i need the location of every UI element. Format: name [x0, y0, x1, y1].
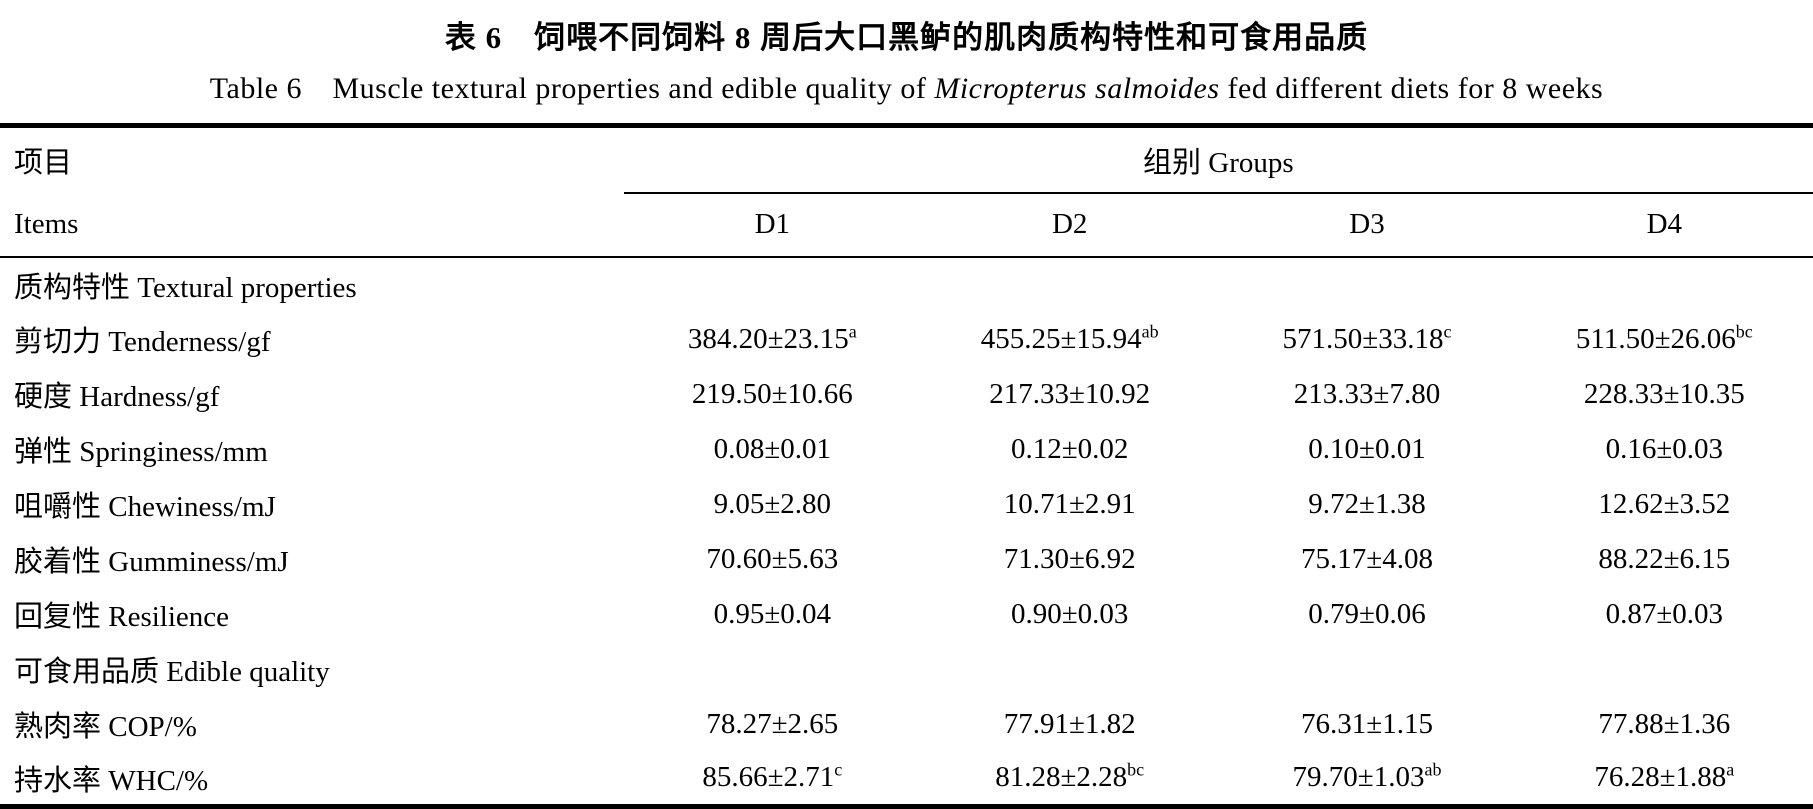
significance-superscript: ab — [1141, 320, 1159, 341]
significance-superscript: ab — [1424, 759, 1442, 780]
empty-cell — [624, 257, 1813, 312]
value-cell: 79.70±1.03ab — [1292, 759, 1442, 794]
significance-superscript: a — [848, 320, 857, 341]
table-row: 弹性 Springiness/mm 0.08±0.01 0.12±0.02 0.10±… — [0, 422, 1813, 477]
row-label: 弹性 Springiness/mm — [14, 436, 268, 468]
value-cell: 75.17±4.08 — [1301, 542, 1433, 575]
value-cell: 71.30±6.92 — [1003, 542, 1136, 575]
value-cell: 9.72±1.38 — [1308, 487, 1426, 520]
value-cell: 81.28±2.28bc — [995, 759, 1145, 794]
section-label: 可食用品质 Edible quality — [14, 656, 330, 688]
value-cell: 219.50±10.66 — [691, 377, 853, 410]
column-header-d3: D3 — [1218, 192, 1516, 258]
row-label: 剪切力 Tenderness/gf — [14, 326, 271, 358]
value-cell: 77.91±1.82 — [1003, 707, 1136, 740]
table-title-en-suffix: fed different diets for 8 weeks — [1219, 72, 1604, 105]
table-row: 熟肉率 COP/% 78.27±2.65 77.91±1.82 76.31±1.15 7… — [0, 697, 1813, 752]
value-cell: 10.71±2.91 — [1003, 487, 1136, 520]
row-label: 持水率 WHC/% — [14, 764, 209, 797]
table-title-en-prefix: Table 6 Muscle textural properties and e… — [209, 72, 935, 105]
row-label: 回复性 Resilience — [14, 601, 230, 633]
items-header-en: Items — [0, 192, 624, 258]
value-cell: 76.31±1.15 — [1301, 707, 1433, 740]
significance-superscript: c — [834, 759, 843, 780]
table-row: 胶着性 Gumminess/mJ 70.60±5.63 71.30±6.92 75.1… — [0, 532, 1813, 587]
table-title-en: Table 6 Muscle textural properties and e… — [0, 72, 1813, 106]
value-cell: 0.08±0.01 — [713, 432, 832, 465]
significance-superscript: c — [1443, 320, 1452, 341]
value-cell: 0.12±0.02 — [1010, 432, 1129, 465]
value-cell: 0.79±0.06 — [1308, 597, 1426, 630]
value-cell: 571.50±33.18c — [1282, 320, 1452, 355]
value-cell: 384.20±23.15a — [687, 320, 857, 355]
significance-superscript: a — [1726, 759, 1735, 780]
column-header-d4: D4 — [1515, 192, 1813, 258]
value-cell: 78.27±2.65 — [706, 707, 839, 740]
table-row: 回复性 Resilience 0.95±0.04 0.90±0.03 0.79±0.0… — [0, 587, 1813, 642]
items-header-zh: 项目 — [14, 147, 73, 180]
value-cell: 70.60±5.63 — [706, 542, 839, 575]
row-label: 胶着性 Gumminess/mJ — [14, 546, 289, 578]
value-cell: 0.10±0.01 — [1308, 432, 1426, 465]
column-header-d2: D2 — [921, 192, 1219, 258]
value-cell: 85.66±2.71c — [702, 759, 843, 794]
header-row-columns: Items D1 D2 D3 D4 — [0, 192, 1813, 258]
species-name-italic: Micropterus salmoides — [934, 72, 1220, 105]
value-cell: 228.33±10.35 — [1583, 377, 1745, 410]
row-label: 熟肉率 COP/% — [14, 711, 197, 743]
value-cell: 76.28±1.88a — [1594, 759, 1735, 794]
value-cell: 0.90±0.03 — [1010, 597, 1129, 630]
section-label: 质构特性 Textural properties — [14, 271, 357, 304]
row-label: 硬度 Hardness/gf — [14, 381, 220, 413]
data-table: 项目 组别 Groups Items D1 D2 D3 D4 质构特性 Textura… — [0, 123, 1813, 809]
table-row: 咀嚼性 Chewiness/mJ 9.05±2.80 10.71±2.91 9.72±… — [0, 477, 1813, 532]
table-title-zh: 表 6 饲喂不同饲料 8 周后大口黑鲈的肌肉质构特性和可食用品质 — [444, 20, 1369, 55]
paper-table-page: 表 6 饲喂不同饲料 8 周后大口黑鲈的肌肉质构特性和可食用品质 Table 6… — [0, 20, 1813, 809]
value-cell: 9.05±2.80 — [713, 487, 832, 520]
value-cell: 217.33±10.92 — [989, 377, 1151, 410]
value-cell: 455.25±15.94ab — [980, 320, 1159, 355]
value-cell: 0.95±0.04 — [713, 597, 832, 630]
row-label: 咀嚼性 Chewiness/mJ — [14, 491, 276, 523]
section-row: 质构特性 Textural properties — [0, 257, 1813, 312]
table-row: 持水率 WHC/% 85.66±2.71c 81.28±2.28bc 79.70±1.… — [0, 752, 1813, 807]
table-row: 硬度 Hardness/gf 219.50±10.66 217.33±10.92 21… — [0, 367, 1813, 422]
header-row-groups: 项目 组别 Groups — [0, 125, 1813, 194]
section-row: 可食用品质 Edible quality — [0, 642, 1813, 697]
value-cell: 77.88±1.36 — [1598, 707, 1731, 740]
value-cell: 213.33±7.80 — [1293, 377, 1441, 410]
empty-cell — [624, 642, 1813, 697]
value-cell: 88.22±6.15 — [1598, 542, 1731, 575]
significance-superscript: bc — [1735, 320, 1753, 341]
groups-header: 组别 Groups — [623, 125, 1813, 194]
significance-superscript: bc — [1127, 759, 1145, 780]
column-header-d1: D1 — [623, 192, 921, 258]
value-cell: 0.16±0.03 — [1605, 432, 1724, 465]
value-cell: 0.87±0.03 — [1605, 597, 1724, 630]
value-cell: 12.62±3.52 — [1598, 487, 1731, 520]
value-cell: 511.50±26.06bc — [1575, 320, 1753, 355]
table-row: 剪切力 Tenderness/gf 384.20±23.15a 455.25±15.… — [0, 312, 1813, 367]
